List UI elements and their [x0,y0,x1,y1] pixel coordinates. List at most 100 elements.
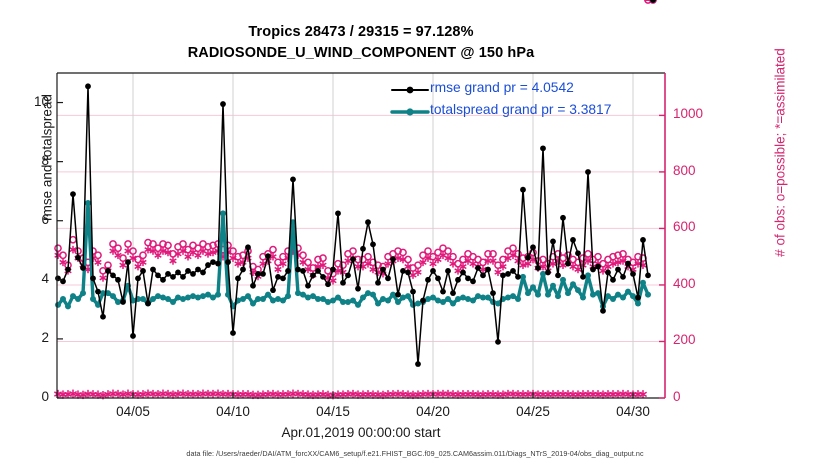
series-point-rmse [610,276,616,283]
series-point-totalspread [405,293,411,300]
series-point-totalspread [375,300,381,307]
obs-possible-marker [419,251,427,260]
obs-possible-marker [399,248,407,257]
series-point-totalspread [190,293,196,300]
obs-assimilated-marker [574,265,582,274]
series-point-rmse [350,256,356,263]
obs-assimilated-marker [109,247,117,255]
series-point-rmse [465,275,471,282]
obs-possible-marker [454,259,462,268]
obs-assimilated-marker [419,258,427,267]
series-point-rmse [345,272,351,279]
series-point-rmse [565,260,571,267]
legend-marker-0 [406,86,414,94]
series-point-totalspread [200,293,206,300]
series-point-rmse [375,279,381,286]
series-point-rmse [270,287,276,294]
obs-assimilated-marker [388,390,398,399]
series-point-rmse [450,290,456,297]
obs-assimilated-marker [88,390,98,399]
obs-possible-marker [204,242,212,251]
series-point-totalspread [425,296,431,303]
series-point-rmse [100,313,106,320]
obs-assimilated-marker [488,390,498,399]
x-axis-label: Apr.01,2019 00:00:00 start [281,425,441,440]
series-point-rmse [235,275,241,282]
obs-assimilated-marker [434,255,442,264]
series-point-rmse [490,290,496,297]
obs-assimilated-marker [563,390,573,399]
chart-title-line2: RADIOSONDE_U_WIND_COMPONENT @ 150 hPa [187,45,535,61]
obs-assimilated-marker [404,262,412,271]
obs-assimilated-marker [618,389,628,399]
series-point-rmse [120,299,126,305]
obs-assimilated-marker [299,258,307,267]
series-point-rmse [80,265,86,271]
series-point-rmse [190,271,196,277]
series-point-rmse [600,307,606,314]
series-point-totalspread [335,294,341,301]
series-point-totalspread [185,294,191,301]
obs-assimilated-marker [134,262,142,271]
y-tick-label-right: 200 [673,332,696,348]
obs-assimilated-marker [514,257,522,265]
obs-possible-marker [424,247,432,255]
obs-assimilated-marker [448,390,458,399]
obs-possible-marker [109,240,117,248]
obs-assimilated-marker [139,258,147,267]
obs-possible-marker [164,241,172,250]
obs-assimilated-marker [238,390,248,399]
series-point-rmse [630,271,636,277]
obs-assimilated-marker [169,257,177,265]
series-point-rmse [110,272,116,279]
series-point-rmse [595,263,601,270]
series-point-totalspread [565,290,571,297]
x-tick-label: 04/20 [416,404,450,419]
obs-assimilated-marker [129,254,137,262]
y-tick-label-right: 600 [673,219,696,235]
obs-assimilated-marker [144,245,152,254]
series-point-totalspread [525,290,531,297]
series-point-rmse [200,269,206,276]
obs-assimilated-marker [293,389,303,399]
obs-assimilated-marker [483,390,493,399]
obs-assimilated-marker [584,257,592,265]
obs-possible-marker [139,251,147,260]
obs-assimilated-marker [509,251,517,260]
obs-possible-marker [394,247,402,255]
series-point-totalspread [505,294,511,301]
series-point-rmse [525,254,531,261]
obs-assimilated-marker [458,390,468,399]
series-point-rmse [650,0,656,3]
series-point-rmse [90,275,96,282]
obs-assimilated-marker [398,390,408,399]
series-point-rmse [470,278,476,285]
series-point-totalspread [645,291,651,298]
obs-assimilated-marker [593,390,603,399]
series-point-totalspread [440,298,446,305]
obs-assimilated-marker [423,389,433,399]
series-point-rmse [530,244,536,251]
series-point-totalspread [445,296,451,303]
series-point-totalspread [160,294,166,301]
series-point-totalspread [390,291,396,298]
obs-assimilated-marker [608,390,618,399]
y-tick-label-left: 6 [41,211,49,227]
series-point-totalspread [545,291,551,298]
series-point-rmse [105,268,111,274]
obs-possible-marker [404,255,412,264]
series-point-totalspread [55,301,61,308]
series-point-totalspread [570,281,576,288]
obs-possible-marker [444,247,452,255]
series-point-rmse [400,268,406,274]
obs-possible-marker [144,238,152,247]
series-point-rmse [205,262,211,268]
series-point-rmse [230,330,236,336]
series-point-rmse [370,241,376,248]
series-point-rmse [115,276,121,283]
series-point-totalspread [620,294,626,301]
y-tick-label-left: 10 [33,93,49,109]
obs-possible-marker [159,240,167,248]
obs-assimilated-marker [208,389,218,399]
obs-assimilated-marker [459,262,467,271]
